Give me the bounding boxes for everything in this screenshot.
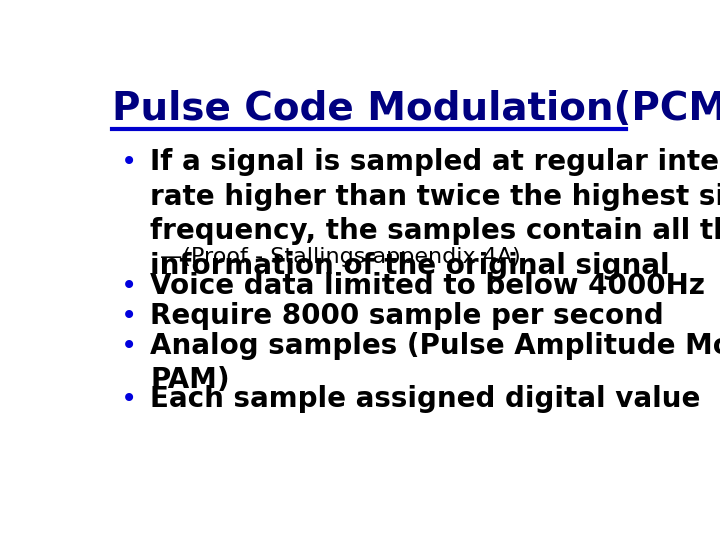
Text: Voice data limited to below 4000Hz: Voice data limited to below 4000Hz bbox=[150, 272, 706, 300]
Text: —(Proof - Stallings appendix 4A): —(Proof - Stallings appendix 4A) bbox=[160, 247, 521, 267]
Text: Each sample assigned digital value: Each sample assigned digital value bbox=[150, 384, 701, 413]
Text: •: • bbox=[121, 272, 137, 300]
Text: Analog samples (Pulse Amplitude Modulation,
PAM): Analog samples (Pulse Amplitude Modulati… bbox=[150, 332, 720, 394]
Text: •: • bbox=[121, 332, 137, 360]
Text: If a signal is sampled at regular intervals at a
rate higher than twice the high: If a signal is sampled at regular interv… bbox=[150, 148, 720, 280]
Text: •: • bbox=[121, 148, 137, 176]
Text: •: • bbox=[121, 302, 137, 330]
Text: •: • bbox=[121, 384, 137, 413]
Text: Pulse Code Modulation(PCM)  (1): Pulse Code Modulation(PCM) (1) bbox=[112, 90, 720, 128]
Text: Require 8000 sample per second: Require 8000 sample per second bbox=[150, 302, 664, 330]
